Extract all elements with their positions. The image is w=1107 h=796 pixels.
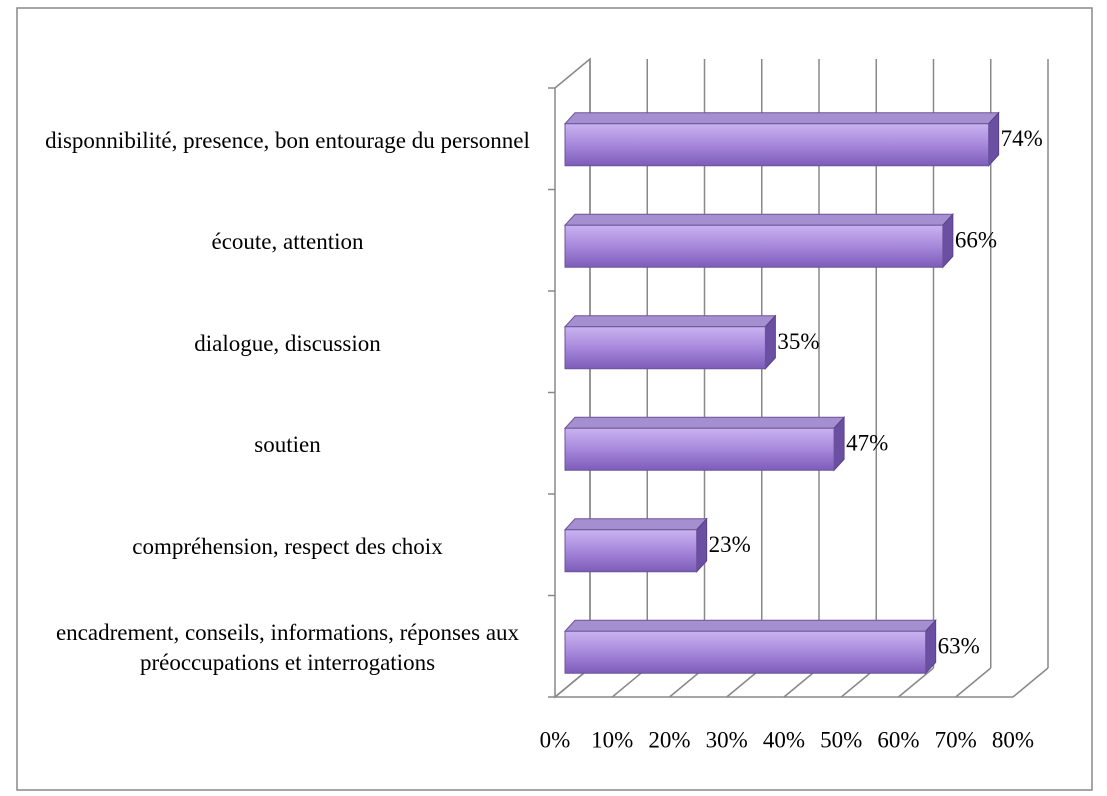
x-tick-label: 0%	[540, 727, 571, 752]
x-tick-label: 70%	[935, 727, 977, 752]
bar-top	[563, 518, 708, 531]
bar-top	[563, 315, 777, 328]
bar-top	[563, 112, 1000, 125]
category-label: compréhension, respect des choix	[132, 533, 443, 559]
bar-top	[563, 416, 846, 429]
x-tick-label: 40%	[763, 727, 805, 752]
data-label: 74%	[1001, 126, 1043, 151]
x-tick-label: 80%	[992, 727, 1034, 752]
x-tick-label: 50%	[820, 727, 862, 752]
category-label: dialogue, discussion	[194, 330, 381, 356]
bar	[564, 427, 835, 471]
data-label: 23%	[709, 532, 751, 557]
category-label: encadrement, conseils, informations, rép…	[55, 620, 520, 676]
bar	[564, 224, 944, 268]
category-label: disponnibilité, presence, bon entourage …	[45, 127, 530, 153]
data-label: 66%	[955, 228, 997, 253]
data-label: 35%	[777, 329, 819, 354]
x-tick-label: 30%	[706, 727, 748, 752]
bar	[564, 123, 990, 167]
x-tick-label: 60%	[877, 727, 919, 752]
data-label: 63%	[938, 634, 980, 659]
x-tick-label: 20%	[648, 727, 690, 752]
category-label: écoute, attention	[211, 229, 364, 255]
bar	[564, 630, 927, 674]
bar	[564, 529, 698, 573]
floor-grid-line	[898, 667, 934, 698]
floor-grid-line	[955, 667, 992, 698]
bar	[564, 326, 766, 370]
bar-top	[563, 619, 937, 632]
data-label: 47%	[846, 431, 888, 456]
bar-top	[563, 213, 954, 226]
x-tick-label: 10%	[591, 727, 633, 752]
floor-grid-line	[1012, 667, 1049, 698]
category-label: soutien	[254, 432, 321, 458]
